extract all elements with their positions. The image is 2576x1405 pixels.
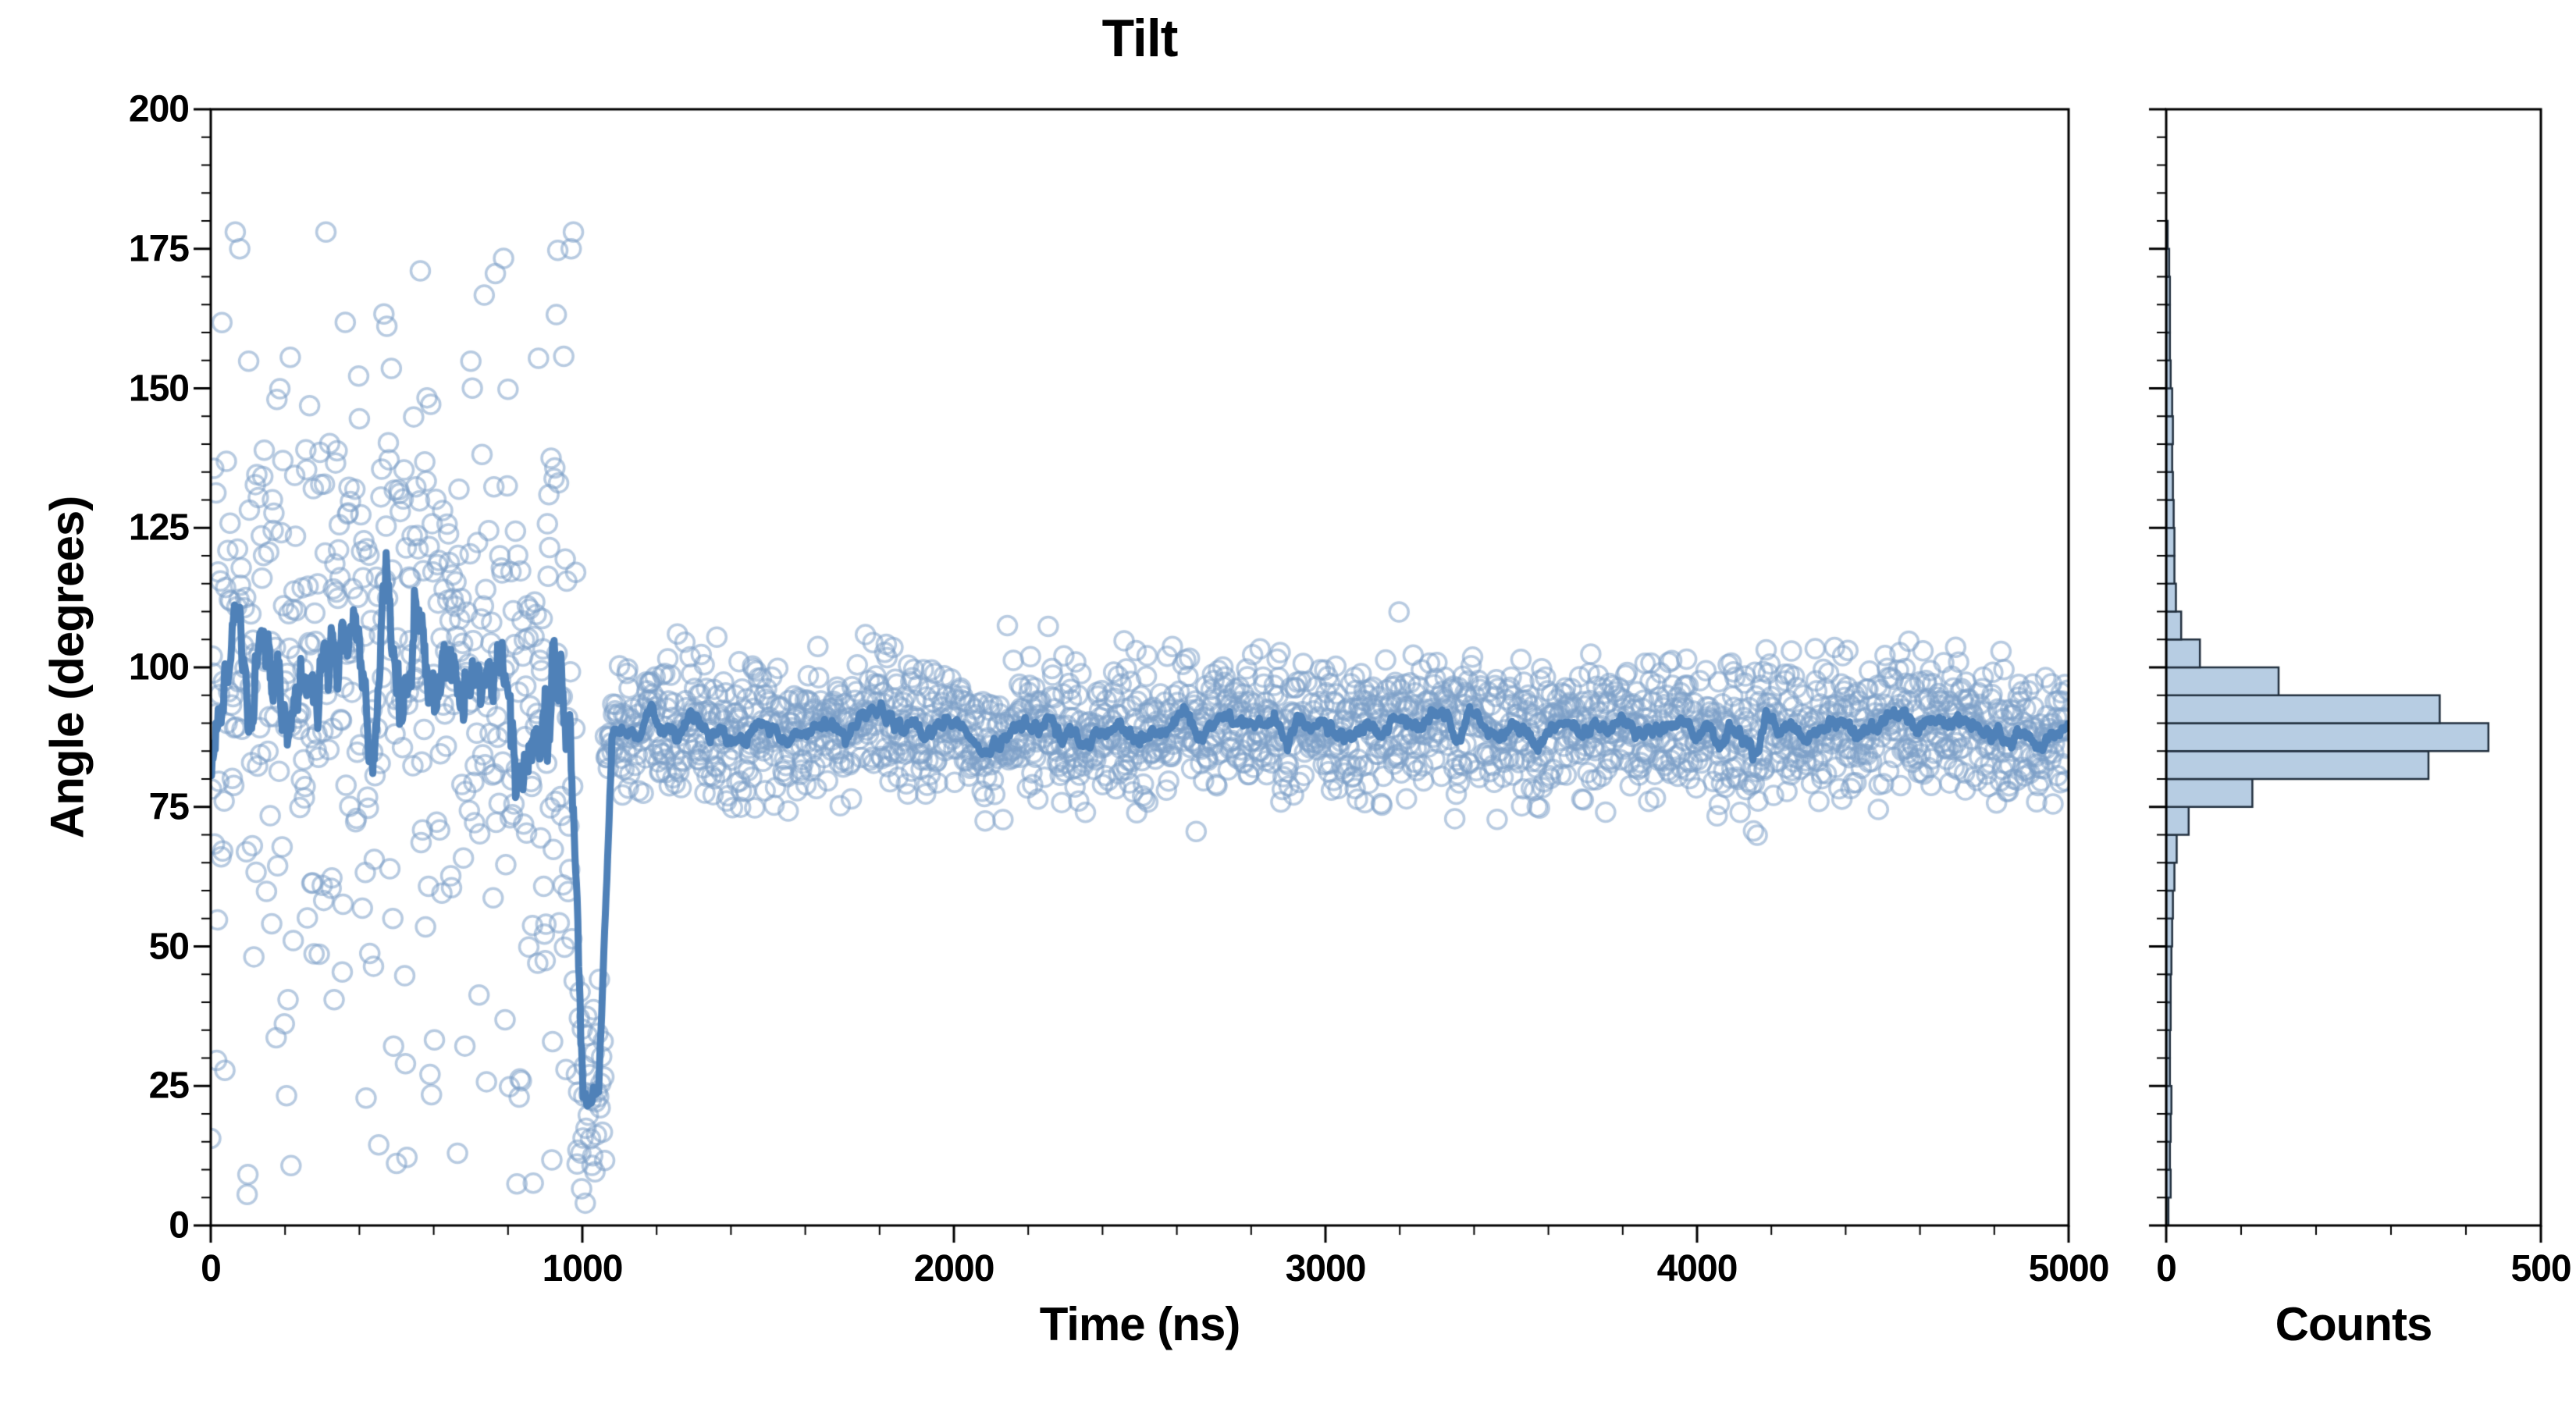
y-tick-label: 100 <box>128 646 190 688</box>
y-tick-label: 75 <box>148 786 190 828</box>
x-tick-label: 4000 <box>1656 1248 1738 1289</box>
x-tick-label: 0 <box>201 1248 222 1289</box>
y-tick-label: 125 <box>128 507 190 549</box>
y-tick-label: 50 <box>148 926 190 967</box>
x-tick-label: 2000 <box>913 1248 995 1289</box>
y-tick-label: 150 <box>128 368 190 409</box>
histogram-x-tick-label: 0 <box>2156 1248 2177 1289</box>
y-tick-label: 175 <box>128 228 190 270</box>
y-tick-label: 200 <box>128 88 190 130</box>
x-tick-label: 1000 <box>542 1248 624 1289</box>
chart-title: Tilt <box>1101 9 1179 68</box>
histogram-x-tick-label: 500 <box>2510 1248 2571 1289</box>
x-tick-label: 5000 <box>2028 1248 2110 1289</box>
x-axis-label: Time (ns) <box>1039 1298 1241 1350</box>
histogram-x-axis-label: Counts <box>2275 1298 2433 1350</box>
y-tick-label: 0 <box>169 1204 190 1247</box>
x-tick-label: 3000 <box>1285 1248 1367 1289</box>
y-tick-label: 25 <box>148 1065 190 1107</box>
